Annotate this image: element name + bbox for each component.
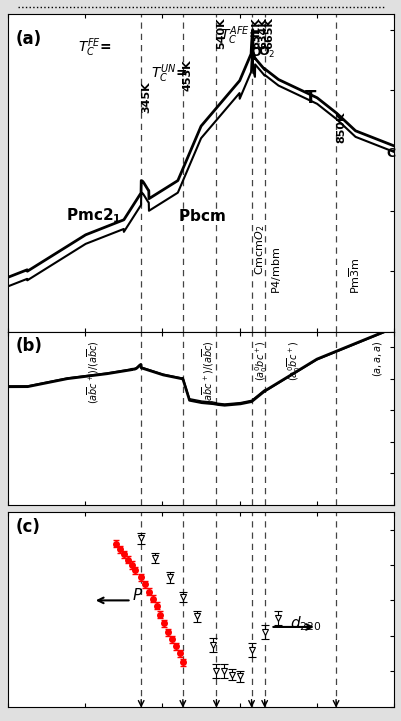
Text: (c): (c) bbox=[16, 518, 41, 536]
Text: $d_{220}$: $d_{220}$ bbox=[289, 615, 320, 634]
Text: $\mathbf{Pmc2_1}$: $\mathbf{Pmc2_1}$ bbox=[66, 207, 121, 226]
Text: $\mathrm{Cmcm}O_2$: $\mathrm{Cmcm}O_2$ bbox=[253, 224, 267, 275]
Text: 345K: 345K bbox=[141, 81, 151, 112]
Text: $(a\overline{b}c^+)/(a\overline{b}c)$: $(a\overline{b}c^+)/(a\overline{b}c)$ bbox=[200, 340, 216, 404]
Text: 850K: 850K bbox=[335, 112, 345, 143]
Text: O$_2$: O$_2$ bbox=[257, 45, 275, 60]
Text: (a): (a) bbox=[16, 30, 42, 48]
Text: 631K: 631K bbox=[251, 17, 261, 49]
Text: T: T bbox=[304, 89, 316, 107]
Text: 665K: 665K bbox=[264, 17, 274, 49]
Text: (b): (b) bbox=[16, 337, 43, 355]
Text: $(a_0^0\overline{b}c^+)$: $(a_0^0\overline{b}c^+)$ bbox=[285, 340, 302, 381]
Text: 634K: 634K bbox=[257, 17, 267, 49]
Text: $(a_0^0b c^+)$: $(a_0^0b c^+)$ bbox=[253, 340, 269, 381]
Text: $T_C^{FE}$=: $T_C^{FE}$= bbox=[77, 37, 111, 60]
Text: $(a\overline{b}c^+)/(a\overline{b}c)$: $(a\overline{b}c^+)/(a\overline{b}c)$ bbox=[85, 340, 100, 404]
Text: $\mathrm{P4/mbm}$: $\mathrm{P4/mbm}$ bbox=[270, 246, 283, 293]
Text: $\mathbf{Pbcm}$: $\mathbf{Pbcm}$ bbox=[177, 208, 225, 224]
Text: $T_C^{AFE}$=: $T_C^{AFE}$= bbox=[220, 25, 260, 47]
Text: $T_C^{UN}$=: $T_C^{UN}$= bbox=[150, 62, 187, 85]
Text: $P$: $P$ bbox=[131, 586, 142, 603]
Text: 540K: 540K bbox=[216, 18, 226, 49]
Text: $\mathrm{Pm\overline{3}m}$: $\mathrm{Pm\overline{3}m}$ bbox=[347, 257, 361, 293]
Text: O: O bbox=[250, 45, 260, 58]
Text: $(a,a,a)$: $(a,a,a)$ bbox=[370, 340, 383, 377]
Text: C: C bbox=[385, 147, 394, 160]
Text: 453K: 453K bbox=[182, 59, 192, 91]
